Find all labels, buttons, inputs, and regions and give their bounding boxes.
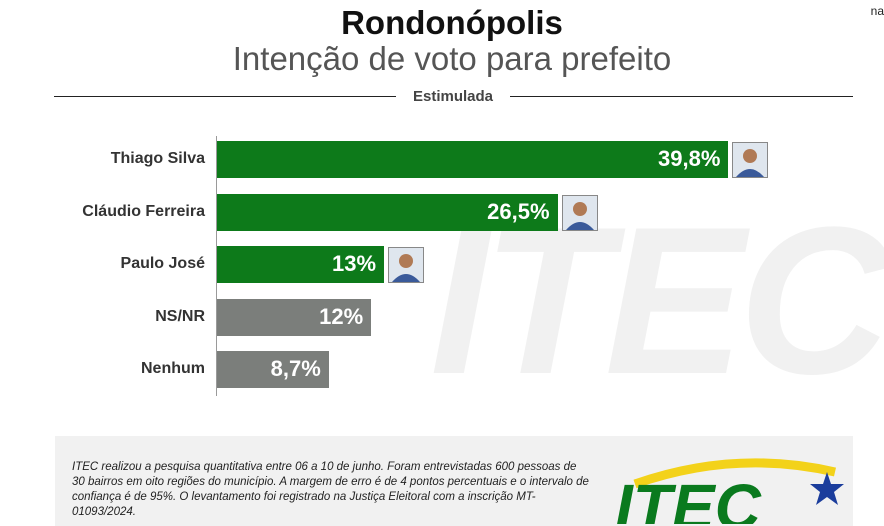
y-axis-line bbox=[216, 136, 217, 396]
value-label: 8,7% bbox=[270, 356, 321, 381]
candidate-photo bbox=[732, 142, 769, 178]
category-label: Nenhum bbox=[141, 360, 205, 377]
value-label: 26,5% bbox=[487, 198, 550, 224]
bar bbox=[217, 351, 329, 388]
section-label: Estimulada bbox=[412, 88, 494, 105]
bar bbox=[217, 246, 385, 283]
divider-right bbox=[510, 96, 853, 97]
bar bbox=[217, 141, 729, 178]
logo-text: ITEC bbox=[615, 471, 762, 524]
value-label: 13% bbox=[332, 251, 377, 276]
category-label: Thiago Silva bbox=[110, 150, 205, 167]
value-label: 39,8% bbox=[658, 146, 721, 171]
category-label: Cláudio Ferreira bbox=[82, 202, 205, 220]
divider-left bbox=[54, 96, 396, 97]
corner-text: na bbox=[870, 4, 884, 18]
candidate-photo bbox=[388, 247, 425, 283]
itec-logo: ITEC bbox=[615, 458, 844, 524]
candidate-photo bbox=[561, 194, 598, 231]
bar bbox=[217, 193, 558, 231]
methodology-text: ITEC realizou a pesquisa quantitativa en… bbox=[72, 461, 589, 518]
chart-subtitle: Intenção de voto para prefeito bbox=[232, 40, 672, 77]
category-label: Paulo José bbox=[120, 255, 205, 272]
bar bbox=[217, 298, 372, 336]
category-label: NS/NR bbox=[155, 307, 205, 325]
value-label: 12% bbox=[319, 303, 364, 329]
methodology-note: ITEC realizou a pesquisa quantitativa en… bbox=[55, 436, 853, 526]
chart-title: Rondonópolis bbox=[341, 4, 563, 41]
